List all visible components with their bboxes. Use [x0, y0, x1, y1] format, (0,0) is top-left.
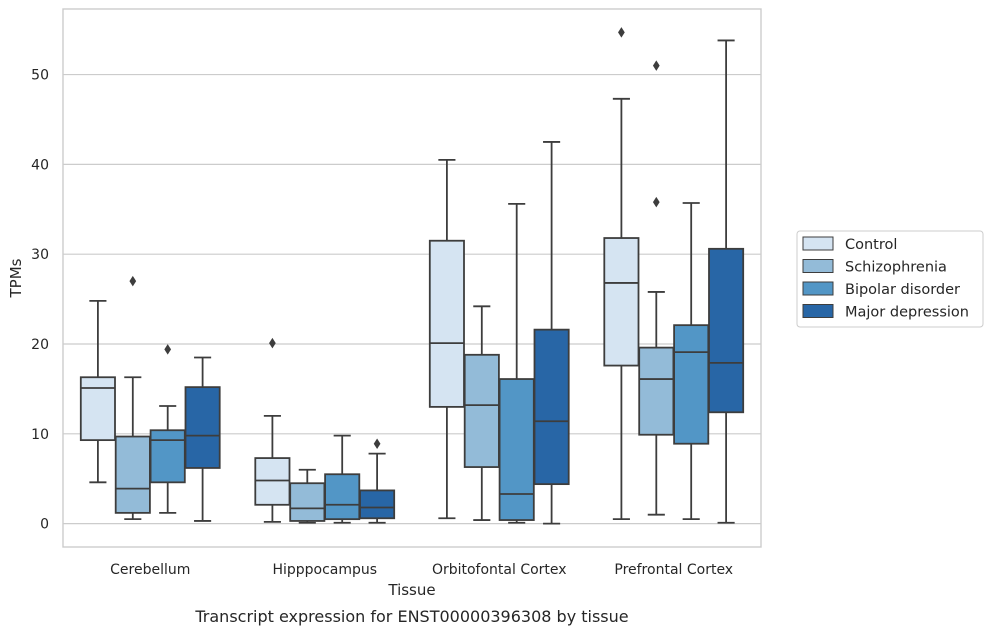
y-axis-label: TPMs — [7, 258, 25, 298]
x-tick-label-2: Orbitofontal Cortex — [432, 562, 567, 578]
legend-swatch-0 — [802, 236, 834, 251]
y-tick-label-30: 30 — [31, 247, 49, 263]
legend-frame — [796, 230, 984, 328]
outlier-0 — [618, 27, 625, 38]
box-2-3 — [673, 202, 710, 521]
outlier-0 — [164, 344, 172, 355]
outlier-0 — [652, 196, 660, 208]
outlier-1 — [652, 60, 660, 71]
y-tick-label-0: 0 — [40, 517, 49, 533]
box-0-3 — [603, 27, 640, 521]
y-tick-label-50: 50 — [31, 68, 49, 84]
outlier-0 — [129, 275, 137, 287]
box-iqr — [638, 346, 675, 436]
box-iqr — [289, 482, 326, 522]
x-tick-label-1: Hipppocampus — [272, 562, 377, 578]
box-iqr — [359, 489, 396, 520]
box-iqr — [324, 473, 361, 521]
box-2-2 — [498, 203, 535, 524]
series-3 — [184, 39, 745, 525]
box-iqr — [79, 376, 116, 442]
legend-swatch-1 — [802, 259, 834, 273]
box-iqr — [603, 237, 640, 367]
outlier-0 — [269, 337, 276, 349]
box-2-0 — [149, 344, 186, 514]
chart-caption: Transcript expression for ENST0000039630… — [194, 607, 628, 626]
legend-swatch-3 — [802, 304, 834, 318]
box-iqr — [184, 386, 221, 469]
box-3-2 — [533, 141, 570, 525]
box-0-1 — [254, 337, 291, 523]
box-0-0 — [79, 300, 116, 484]
box-3-0 — [184, 356, 221, 522]
box-iqr — [498, 378, 535, 521]
box-iqr — [114, 435, 151, 514]
box-iqr — [708, 247, 745, 414]
box-iqr — [149, 429, 186, 484]
plot-area-frame — [62, 8, 762, 548]
box-2-1 — [324, 434, 361, 524]
box-iqr — [428, 239, 465, 408]
series-0 — [79, 27, 640, 523]
box-iqr — [533, 328, 570, 486]
box-3-3 — [708, 39, 745, 524]
x-tick-label-3: Prefrontal Cortex — [614, 562, 733, 578]
box-0-2 — [428, 158, 465, 520]
legend-label-1: Schizophrenia — [845, 260, 947, 276]
x-axis-label: Tissue — [387, 581, 435, 599]
outlier-0 — [373, 438, 381, 449]
box-iqr — [463, 353, 500, 468]
legend-label-3: Major depression — [845, 305, 969, 321]
y-tick-label-10: 10 — [31, 427, 49, 443]
box-iqr — [673, 324, 710, 445]
box-1-0 — [114, 275, 151, 521]
y-tick-label-40: 40 — [31, 157, 49, 173]
series-2 — [149, 202, 710, 524]
x-tick-labels: Cerebellum Hipppocampus Orbitofontal Corte… — [110, 562, 733, 578]
legend: Control Schizophrenia Bipolar disorder Majo… — [796, 230, 984, 328]
legend-label-0: Control — [845, 237, 897, 253]
legend-entries: Control Schizophrenia Bipolar disorder Majo… — [802, 236, 969, 321]
box-3-1 — [359, 438, 396, 524]
box-1-2 — [463, 305, 500, 521]
legend-swatch-2 — [802, 281, 834, 296]
y-tick-label-20: 20 — [31, 337, 49, 353]
y-tick-labels: 0 10 20 30 40 50 — [31, 68, 49, 533]
legend-label-2: Bipolar disorder — [845, 282, 960, 298]
x-tick-label-0: Cerebellum — [110, 562, 190, 578]
box-series-layer — [79, 27, 745, 525]
